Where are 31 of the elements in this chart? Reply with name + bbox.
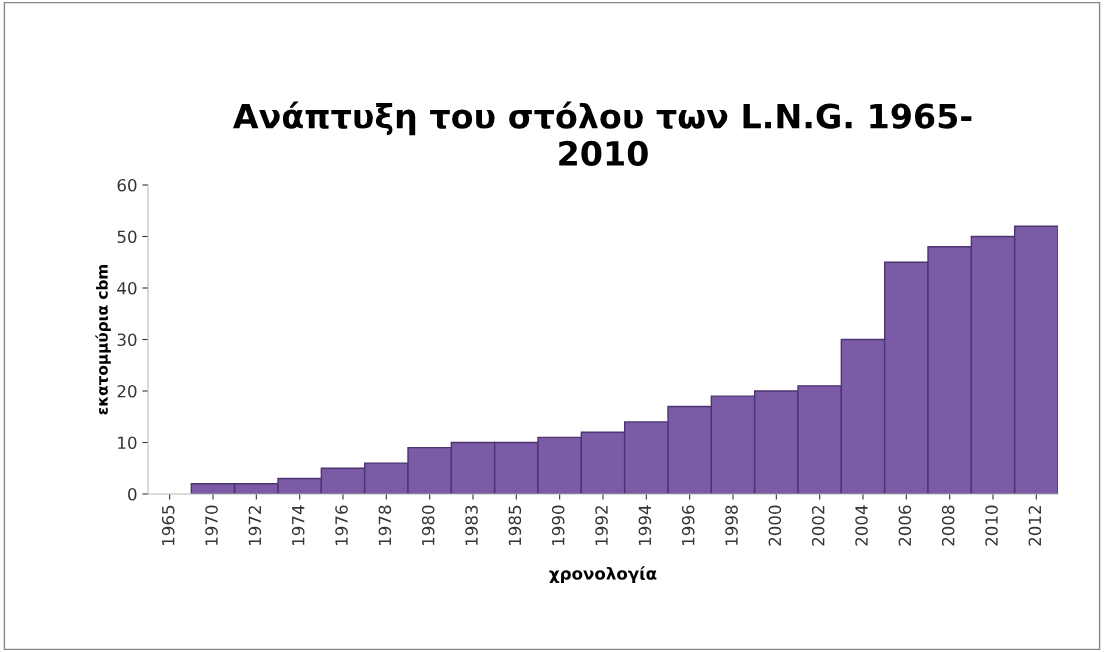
x-tick-label: 2008 [941,505,955,546]
chart-title: Ανάπτυξη του στόλου των L.N.G. 1965- 2010 [232,101,972,167]
x-tick-label: 2006 [898,505,912,546]
y-tick-label: 20 [117,384,137,398]
y-tick-label: 60 [117,178,137,192]
x-tick-label: 1998 [725,505,738,545]
x-tick-label: 2010 [985,505,998,546]
y-axis-title: εκατομμύρια cbm [95,264,111,415]
x-tick-label: 1976 [335,505,348,545]
x-tick-label: 1983 [465,505,478,545]
x-tick-label: 2002 [811,506,825,546]
y-tick-label: 0 [128,487,137,501]
x-tick-label: 1978 [378,505,392,545]
x-tick-label: 1992 [595,506,608,545]
x-tick-label: 1994 [638,505,652,545]
x-tick-label: 1990 [551,505,565,545]
x-tick-label: 1996 [681,505,695,545]
x-tick-label: 1970 [205,505,218,545]
x-axis-title: χρονολογία [549,566,657,584]
x-tick-label: 2004 [855,505,868,546]
y-tick-label: 10 [118,436,137,450]
x-tick-label: 1972 [248,506,262,545]
y-tick-label: 30 [117,333,137,347]
x-tick-label: 2012 [1028,506,1042,546]
x-tick-label: 1985 [508,505,522,545]
x-tick-label: 1965 [161,505,175,545]
x-tick-label: 1980 [421,505,435,545]
x-tick-label: 1974 [291,505,305,545]
x-tick-label: 2000 [768,505,782,546]
y-tick-label: 50 [117,230,137,244]
y-tick-label: 40 [117,281,137,295]
